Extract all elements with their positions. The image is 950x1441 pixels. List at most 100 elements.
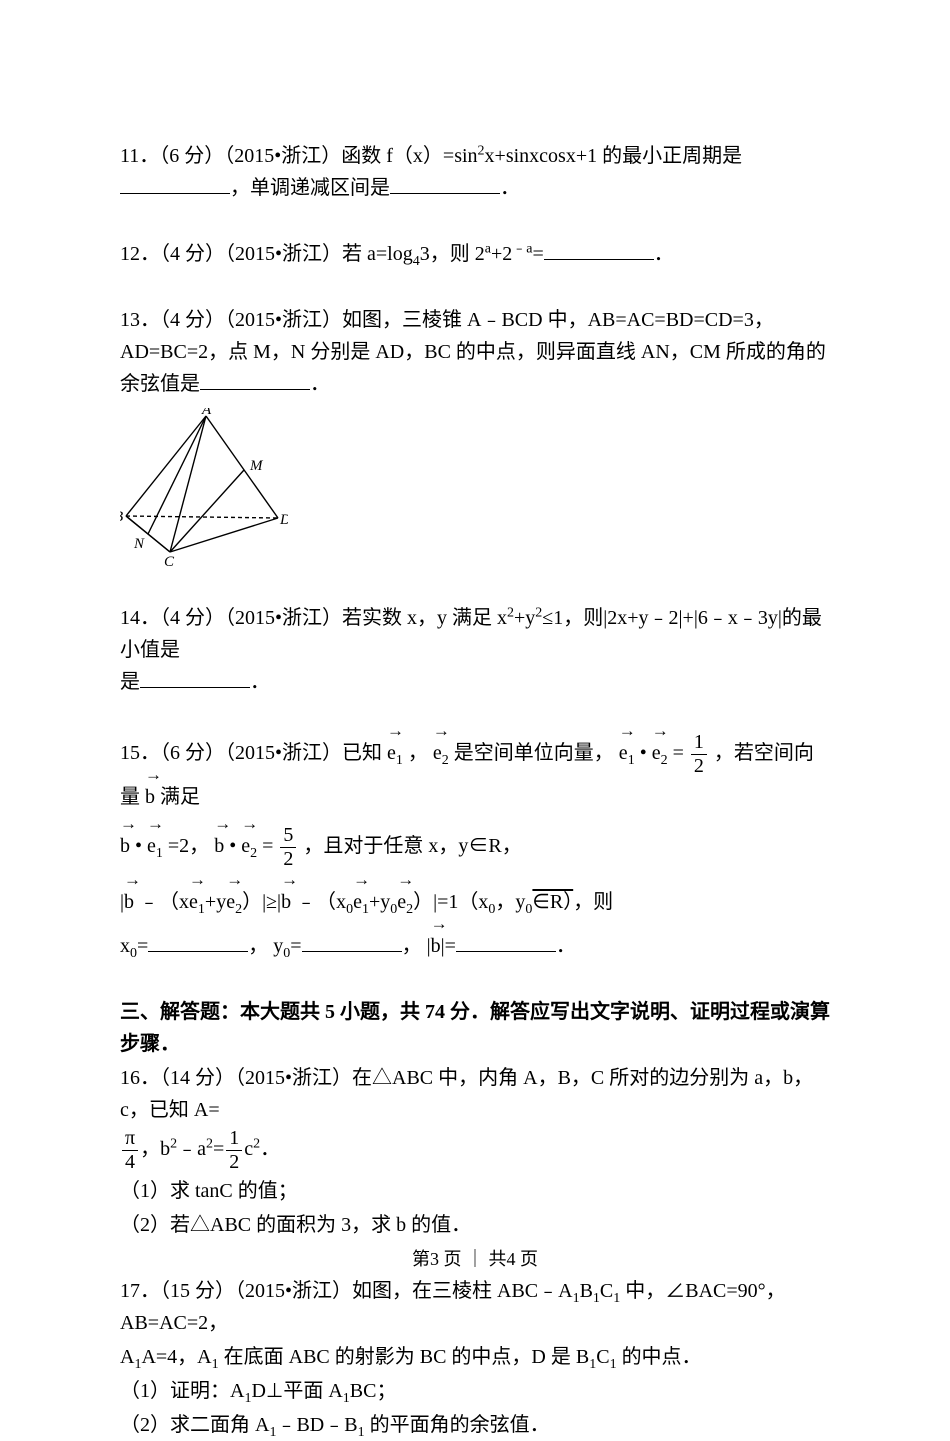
footer-b: 页 ｜ 共 [439,1249,507,1269]
vec-b4-icon: b [124,882,134,918]
question-11: 11．（6 分）（2015•浙江）函数 f（x）=sin2x+sinxcosx+… [120,140,830,204]
q12-sub1: 4 [413,254,420,269]
question-13: 13．（4 分）（2015•浙江）如图，三棱锥 A﹣BCD 中，AB=AC=BD… [120,304,830,568]
q14-blank [140,667,250,688]
vec-e2d-icon: e2 [226,882,242,918]
q12-blank [544,239,654,260]
q17-c: C [600,1280,613,1302]
q17-s1a: 1 [573,1291,580,1306]
q15-x0eq-sub: 0 [130,946,137,961]
q17-2c: 在底面 ABC 的射影为 BC 的中点，D 是 B [219,1346,590,1368]
q17-p1b: D⊥平面 A [251,1380,342,1402]
q15-plus2: + [369,891,380,913]
q17-s1j: 1 [269,1425,276,1440]
q15-intro-a: 15．（6 分）（2015•浙江）已知 [120,742,382,764]
q15-be2-tail: ，且对于任意 x，y∈R， [303,835,521,857]
vec-e2c-icon: e2 [241,826,257,862]
q15-sep2: ， [402,935,422,957]
q15-then: ，则 [573,891,613,913]
q16-line2: π4，b2﹣a2=12c2． [120,1128,830,1173]
q17-2a: A [120,1346,134,1368]
q17-s1i: 1 [343,1391,350,1406]
q11-blank-1 [120,173,230,194]
q15-eq5: = [445,935,456,957]
footer-a: 第 [412,1249,430,1269]
q17-s1b: 1 [593,1291,600,1306]
svg-text:N: N [133,536,145,552]
q12-text-b: 3，则 2 [420,243,485,265]
vec-e2b-icon: e2 [652,733,668,769]
q17-s1g: 1 [610,1357,617,1372]
q17-2b: A=4，A [141,1346,211,1368]
q16-c: c [244,1138,253,1160]
q14-b: +y [514,607,535,629]
q17-s1d: 1 [134,1357,141,1372]
q15-y0b: y [515,891,525,913]
q11-sup1: 2 [478,143,485,158]
q15-blank-1 [148,931,248,952]
vec-b2-icon: b [120,826,130,862]
q15-dot1: • [640,742,647,764]
q12-sup2: ﹣a [512,241,532,256]
q17-part1: （1）证明：A1D⊥平面 A1BC； [120,1375,830,1407]
q15-y: y [216,891,226,913]
frac-pi-4-icon: π4 [122,1128,138,1173]
question-12: 12．（4 分）（2015•浙江）若 a=log43，则 2a+2﹣a=． [120,238,830,270]
q14-sup1: 2 [507,605,514,620]
q15-y0sub: 0 [390,902,397,917]
q16-mid: ，b [140,1138,170,1160]
q15-minus1: ﹣（ [139,891,179,913]
q11-text-c: ，单调递减区间是 [230,177,390,199]
q13-blank [200,369,310,390]
q15-line4: x0=， y0=， |b|=． [120,926,830,962]
vec-e1b-icon: e1 [619,733,635,769]
vec-b6-icon: b [431,926,441,962]
section3-text: 三、解答题：本大题共 5 小题，共 74 分．解答应写出文字说明、证明过程或演算… [120,1001,830,1055]
q15-eq1: = [673,742,684,764]
q16-part1: （1）求 tanC 的值； [120,1175,830,1207]
footer-c: 页 [516,1249,539,1269]
q15-inR: ∈R） [532,891,573,913]
vec-e2e-icon: e2 [397,882,413,918]
q17-p1c: BC； [350,1380,397,1402]
q15-y0eq: y [273,935,283,957]
q12-period: ． [654,243,674,265]
q15-line1: 15．（6 分）（2015•浙江）已知 e1 ， e2 是空间单位向量， e1 … [120,732,830,813]
q16-period: ． [260,1138,280,1160]
q11-text-a: 11．（6 分）（2015•浙江）函数 f（x）=sin [120,145,478,167]
vec-b-icon: b [145,777,155,813]
svg-text:M: M [249,458,264,474]
q15-plus1: + [205,891,216,913]
q15-intro-d: 满足 [160,786,200,808]
q17-part2: （2）求二面角 A1﹣BD﹣B1 的平面角的余弦值． [120,1409,830,1441]
question-14: 14．（4 分）（2015•浙江）若实数 x，y 满足 x2+y2≤1，则|2x… [120,602,830,698]
question-16: 16．（14 分）（2015•浙江）在△ABC 中，内角 A，B，C 所对的边分… [120,1062,830,1241]
q13-period: ． [310,373,330,395]
q17-s1f: 1 [589,1357,596,1372]
q15-close2: ）|=1（ [413,891,478,913]
q11-period: ． [500,177,520,199]
q12-text-a: 12．（4 分）（2015•浙江）若 a=log [120,243,413,265]
q15-close1: ）|≥| [242,891,281,913]
q15-dot2: • [135,835,142,857]
q17-line2: A1A=4，A1 在底面 ABC 的射影为 BC 的中点，D 是 B1C1 的中… [120,1341,830,1373]
q17-a: 17．（15 分）（2015•浙江）如图，在三棱柱 ABC﹣A [120,1280,573,1302]
q15-eq4: = [290,935,301,957]
section-3-heading: 三、解答题：本大题共 5 小题，共 74 分．解答应写出文字说明、证明过程或演算… [120,996,830,1060]
q15-eq2: = [262,835,273,857]
q15-be1: =2， [168,835,209,857]
q17-s1e: 1 [212,1357,219,1372]
footer-total: 4 [507,1249,516,1269]
exam-page: 11．（6 分）（2015•浙江）函数 f（x）=sin2x+sinxcosx+… [0,0,950,1441]
svg-text:C: C [164,554,175,568]
footer-pagenum: 3 [430,1249,439,1269]
q15-x0b: x [478,891,488,913]
q17-line1: 17．（15 分）（2015•浙江）如图，在三棱柱 ABC﹣A1B1C1 中，∠… [120,1275,830,1339]
q17-b: B [580,1280,593,1302]
q11-blank-2 [390,173,500,194]
q17-2e: 的中点． [617,1346,702,1368]
vec-b5-icon: b [281,882,291,918]
frac-half2-icon: 12 [226,1128,242,1173]
vec-e1e-icon: e1 [353,882,369,918]
q12-plus: +2 [491,243,512,265]
